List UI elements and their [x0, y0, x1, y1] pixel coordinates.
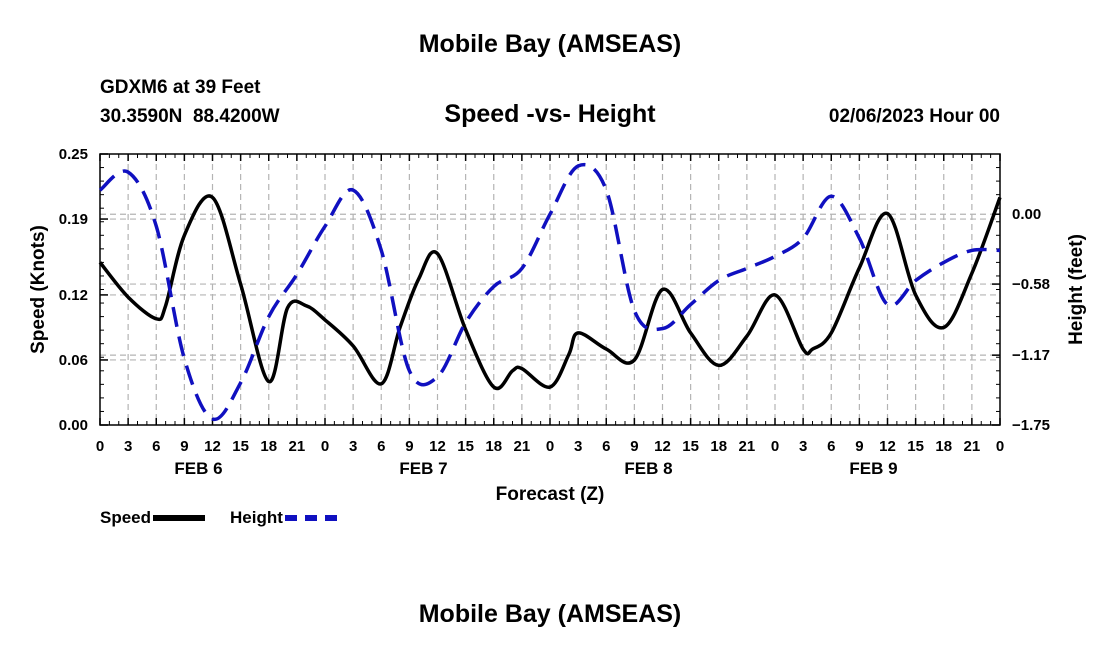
x-tick-label: 3: [799, 438, 807, 455]
x-tick-label: 15: [682, 438, 699, 455]
x-tick-label: 12: [429, 438, 446, 455]
x-tick-label: 18: [485, 438, 502, 455]
legend-height-swatch: [284, 515, 337, 521]
x-tick-label: 12: [879, 438, 896, 455]
x-tick-label: 6: [827, 438, 835, 455]
x-tick-label: 9: [855, 438, 863, 455]
x-tick-label: 12: [204, 438, 221, 455]
chart-title: Speed -vs- Height: [444, 100, 656, 128]
x-tick-label: 9: [180, 438, 188, 455]
x-tick-label: 3: [574, 438, 582, 455]
y2-tick-label: −1.75: [1012, 417, 1050, 434]
x-tick-label: 15: [907, 438, 924, 455]
footer-title: Mobile Bay (AMSEAS): [418, 600, 682, 628]
legend-speed-swatch: [153, 515, 206, 521]
x-tick-label: 21: [289, 438, 306, 455]
x-tick-label: 21: [739, 438, 756, 455]
x-tick-label: 0: [96, 438, 104, 455]
day-label: FEB 8: [624, 459, 672, 478]
x-tick-label: 9: [405, 438, 413, 455]
x-tick-label: 18: [260, 438, 277, 455]
y-tick-label: 0.12: [59, 287, 88, 304]
speed-series-line: [98, 194, 1002, 391]
x-tick-label: 0: [321, 438, 329, 455]
y2-tick-label: −1.17: [1012, 347, 1050, 364]
station-label: GDXM6 at 39 Feet: [100, 77, 261, 98]
y-tick-label: 0.06: [59, 352, 88, 369]
day-label: FEB 7: [399, 459, 447, 478]
y-tick-label: 0.25: [59, 146, 88, 163]
height-series-line: [98, 162, 1001, 422]
x-tick-label: 18: [710, 438, 727, 455]
x-tick-label: 6: [377, 438, 385, 455]
legend-speed-label: Speed: [100, 508, 152, 527]
x-tick-label: 0: [771, 438, 779, 455]
x-tick-label: 0: [546, 438, 554, 455]
y-tick-label: 0.19: [59, 211, 88, 228]
x-tick-label: 6: [602, 438, 610, 455]
x-tick-label: 6: [152, 438, 160, 455]
legend-height-label: Height: [230, 508, 283, 527]
x-tick-label: 15: [457, 438, 474, 455]
y2-tick-label: 0.00: [1012, 206, 1041, 223]
y-axis-title: Speed (Knots): [28, 225, 49, 354]
day-label: FEB 9: [849, 459, 897, 478]
y-tick-label: 0.00: [59, 417, 88, 434]
x-tick-label: 21: [964, 438, 981, 455]
x-tick-label: 12: [654, 438, 671, 455]
forecast-time: 02/06/2023 Hour 00: [828, 106, 1000, 127]
x-axis-title: Forecast (Z): [496, 484, 605, 505]
y2-tick-label: −0.58: [1012, 276, 1050, 293]
x-tick-label: 18: [935, 438, 952, 455]
x-tick-label: 9: [630, 438, 638, 455]
page-title: Mobile Bay (AMSEAS): [418, 30, 682, 58]
x-tick-label: 21: [514, 438, 531, 455]
legend-speed: Speed: [100, 508, 206, 528]
x-tick-label: 15: [232, 438, 249, 455]
legend-height: Height: [230, 508, 337, 528]
x-tick-label: 3: [124, 438, 132, 455]
x-tick-label: 3: [349, 438, 357, 455]
coordinates-label: 30.3590N 88.4200W: [100, 106, 280, 127]
y2-axis-title: Height (feet): [1066, 234, 1087, 345]
day-label: FEB 6: [174, 459, 222, 478]
x-tick-label: 0: [996, 438, 1004, 455]
